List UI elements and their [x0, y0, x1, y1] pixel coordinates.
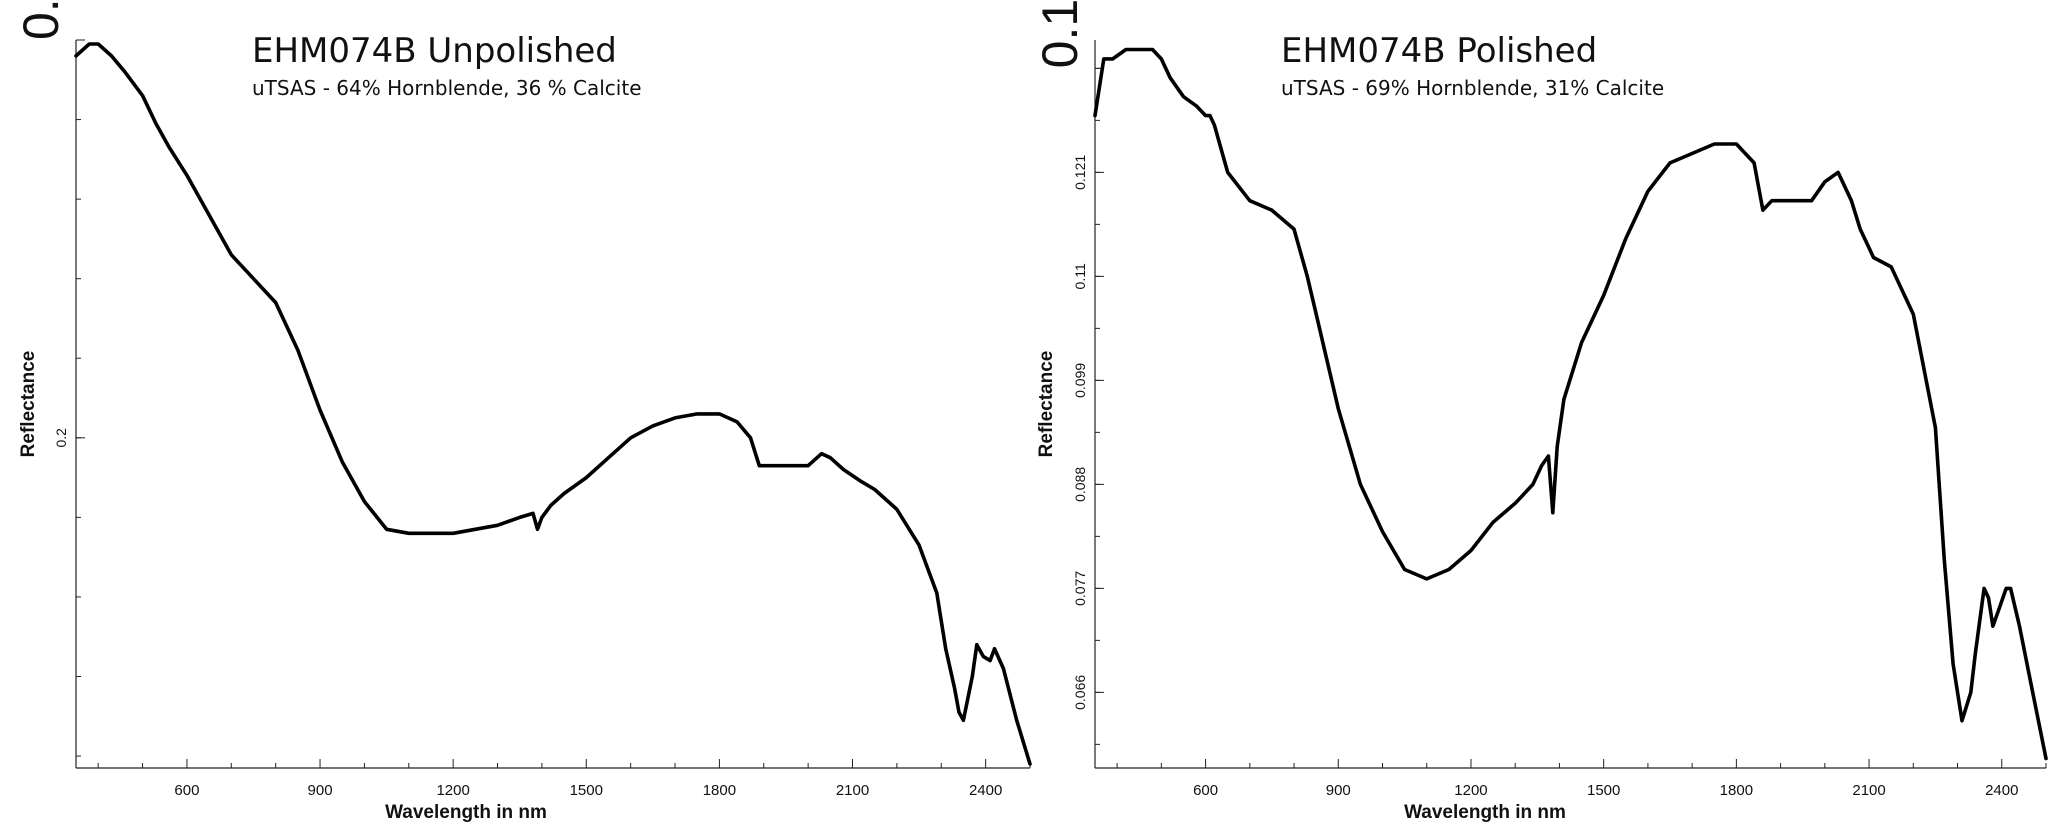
- y-axis-label: Reflectance: [18, 351, 39, 458]
- x-tick-label: 1200: [1454, 782, 1487, 799]
- x-axis-label: Wavelength in nm: [385, 802, 547, 823]
- y-tick-label: 0.088: [1072, 467, 1088, 502]
- x-tick-label: 900: [308, 782, 333, 799]
- x-axis-label: Wavelength in nm: [1404, 802, 1566, 823]
- x-tick-label: 1500: [1587, 782, 1620, 799]
- x-tick-label: 600: [1193, 782, 1218, 799]
- y-tick-label: 0.066: [1072, 675, 1088, 710]
- chart-subtitle: uTSAS - 69% Hornblende, 31% Calcite: [1281, 76, 1664, 100]
- y-tick-label: 0.121: [1072, 155, 1088, 190]
- x-tick-label: 600: [174, 782, 199, 799]
- reflectance-spectrum-line: [1093, 47, 2048, 761]
- chart-panel-polished: EHM074B Polished uTSAS - 69% Hornblende,…: [1032, 0, 2048, 823]
- x-tick-label: 2400: [1985, 782, 2018, 799]
- y-tick-label: 0.11: [1072, 263, 1088, 289]
- chart-title: EHM074B Unpolished: [252, 31, 617, 71]
- plot-area: [74, 42, 1032, 766]
- y-tick-label: 0.099: [1072, 363, 1088, 398]
- y-tick-label: 0.132: [1032, 0, 1088, 68]
- y-tick-label: 0.3: [13, 0, 69, 40]
- x-tick-label: 1200: [436, 782, 469, 799]
- chart-subtitle: uTSAS - 64% Hornblende, 36 % Calcite: [252, 76, 642, 100]
- plot-area: [1093, 47, 2048, 761]
- x-tick-label: 2400: [969, 782, 1002, 799]
- x-tick-label: 1800: [1720, 782, 1753, 799]
- x-tick-label: 900: [1326, 782, 1351, 799]
- x-tick-label: 1800: [703, 782, 736, 799]
- y-axis-label: Reflectance: [1036, 351, 1057, 458]
- reflectance-spectrum-line: [74, 42, 1032, 766]
- chart-panel-unpolished: EHM074B Unpolished uTSAS - 64% Hornblend…: [13, 0, 1032, 823]
- x-tick-label: 2100: [1852, 782, 1885, 799]
- chart-title: EHM074B Polished: [1281, 31, 1597, 71]
- y-tick-label: 0.2: [53, 428, 69, 448]
- axes: 600 900 1200 1500 1800 2100 2400 0.066 0.077 0.08…: [1032, 0, 2047, 799]
- axes: 600 900 1200 1500 1800 2100 2400 0.2 0.3: [13, 0, 1031, 799]
- x-tick-label: 1500: [570, 782, 603, 799]
- y-tick-label: 0.077: [1072, 571, 1088, 606]
- x-tick-label: 2100: [836, 782, 869, 799]
